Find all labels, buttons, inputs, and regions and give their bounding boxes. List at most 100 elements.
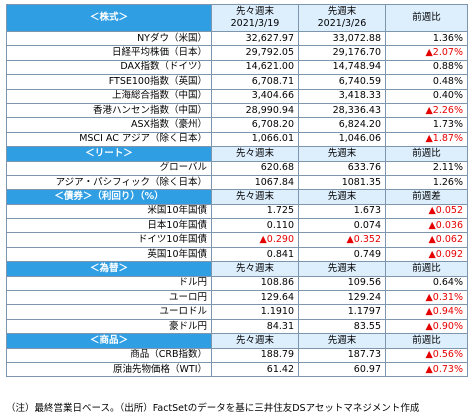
prior-week-value: 14,621.00 <box>211 59 299 76</box>
last-week-value: 109.56 <box>298 275 386 292</box>
row-label: ASX指数（豪州） <box>6 117 212 133</box>
last-week-value: 1081.35 <box>298 174 386 191</box>
section-title: ＜債券＞（利回り）（%） <box>6 189 212 205</box>
prior-week-value: 0.841 <box>211 246 299 263</box>
prior-week-value: 1.725 <box>211 203 299 220</box>
weekly-change: ▲0.092 <box>385 246 468 263</box>
table-row: 日本10年国債 0.110 0.074 ▲0.036 <box>6 218 468 234</box>
column-header: 先週末 <box>298 189 386 205</box>
row-label: DAX指数（ドイツ） <box>6 59 212 76</box>
column-header: 前週比 <box>385 333 468 349</box>
column-header: 前週比 <box>385 146 468 162</box>
section-title: ＜株式＞ <box>6 4 212 32</box>
section-header-row: ＜債券＞（利回り）（%） 先々週末 先週末 前週差 <box>6 189 468 205</box>
table-row: 日経平均株価（日本） 29,792.05 29,176.70 ▲2.07% <box>6 45 468 61</box>
prior-week-value: 6,708.71 <box>211 74 299 90</box>
weekly-change: ▲0.31% <box>385 290 468 306</box>
row-label: ユーロ円 <box>6 290 212 306</box>
prior-week-value: 1,066.01 <box>211 131 299 148</box>
table-row: ASX指数（豪州） 6,708.20 6,824.20 1.73% <box>6 117 468 133</box>
last-week-value: 6,740.59 <box>298 74 386 90</box>
prior-week-value: 129.64 <box>211 290 299 306</box>
section-header-row: ＜商品＞ 先々週末 先週末 前週比 <box>6 333 468 349</box>
last-week-value: 28,336.43 <box>298 102 386 119</box>
column-header: 先週末 2021/3/26 <box>298 4 386 32</box>
section-header-row: ＜為替＞ 先々週末 先週末 前週比 <box>6 261 468 277</box>
column-header: 先週末 <box>298 261 386 277</box>
table-row: 英国10年国債 0.841 0.749 ▲0.092 <box>6 246 468 263</box>
column-header: 先々週末 2021/3/19 <box>211 4 299 32</box>
weekly-change: ▲0.062 <box>385 232 468 248</box>
section-header-row: ＜株式＞ 先々週末 2021/3/19 先週末 2021/3/26 前週比 <box>6 4 468 32</box>
weekly-change: 0.88% <box>385 59 468 76</box>
column-header: 先週末 <box>298 146 386 162</box>
prior-week-value: 84.31 <box>211 318 299 335</box>
weekly-change: 1.26% <box>385 174 468 191</box>
table-row: 香港ハンセン指数（中国） 28,990.94 28,336.43 ▲2.26% <box>6 102 468 119</box>
last-week-value: 33,072.88 <box>298 30 386 47</box>
column-header: 前週差 <box>385 189 468 205</box>
table-row: ユーロ円 129.64 129.24 ▲0.31% <box>6 290 468 306</box>
last-week-value: 187.73 <box>298 347 386 363</box>
last-week-value: 0.074 <box>298 218 386 234</box>
table-row: DAX指数（ドイツ） 14,621.00 14,748.94 0.88% <box>6 59 468 76</box>
row-label: ユーロドル <box>6 304 212 320</box>
row-label: グローバル <box>6 160 212 176</box>
table-row: 米国10年国債 1.725 1.673 ▲0.052 <box>6 203 468 220</box>
table-row: ユーロドル 1.1910 1.1797 ▲0.94% <box>6 304 468 320</box>
column-header: 前週比 <box>385 261 468 277</box>
last-week-value: 1.673 <box>298 203 386 220</box>
last-week-value: 0.749 <box>298 246 386 263</box>
table-row: 原油先物価格（WTI） 61.42 60.97 ▲0.73% <box>6 361 468 378</box>
section-title: ＜商品＞ <box>6 333 212 349</box>
prior-week-value: 188.79 <box>211 347 299 363</box>
market-summary-body: ＜株式＞ 先々週末 2021/3/19 先週末 2021/3/26 前週比 NYダウ（米… <box>6 4 468 378</box>
table-row: MSCI AC アジア（除く日本） 1,066.01 1,046.06 ▲1.87% <box>6 131 468 148</box>
row-label: 米国10年国債 <box>6 203 212 220</box>
weekly-change: ▲1.87% <box>385 131 468 148</box>
weekly-change: ▲0.56% <box>385 347 468 363</box>
section-title: ＜為替＞ <box>6 261 212 277</box>
weekly-change: 0.64% <box>385 275 468 292</box>
weekly-change: ▲0.73% <box>385 361 468 378</box>
prior-week-value: 61.42 <box>211 361 299 378</box>
row-label: 上海総合指数（中国） <box>6 88 212 104</box>
weekly-change: 1.73% <box>385 117 468 133</box>
weekly-change: 2.11% <box>385 160 468 176</box>
table-row: NYダウ（米国） 32,627.97 33,072.88 1.36% <box>6 30 468 47</box>
weekly-change: ▲0.94% <box>385 304 468 320</box>
prior-week-value: 28,990.94 <box>211 102 299 119</box>
table-row: グローバル 620.68 633.76 2.11% <box>6 160 468 176</box>
weekly-change: ▲0.90% <box>385 318 468 335</box>
column-header: 先々週末 <box>211 189 299 205</box>
prior-week-value: 29,792.05 <box>211 45 299 61</box>
row-label: 英国10年国債 <box>6 246 212 263</box>
table-row: 商品（CRB指数） 188.79 187.73 ▲0.56% <box>6 347 468 363</box>
last-week-value: 3,418.33 <box>298 88 386 104</box>
row-label: 日本10年国債 <box>6 218 212 234</box>
weekly-change: ▲2.26% <box>385 102 468 119</box>
section-title: ＜リート＞ <box>6 146 212 162</box>
prior-week-value: 0.110 <box>211 218 299 234</box>
row-label: MSCI AC アジア（除く日本） <box>6 131 212 148</box>
prior-week-value: 1.1910 <box>211 304 299 320</box>
prior-week-value: 3,404.66 <box>211 88 299 104</box>
footnote: （注）最終営業日ベース。（出所）FactSetのデータを基に三井住友DSアセット… <box>6 403 420 414</box>
weekly-change: 0.40% <box>385 88 468 104</box>
column-header: 前週比 <box>385 4 468 32</box>
table-row: 豪ドル円 84.31 83.55 ▲0.90% <box>6 318 468 335</box>
row-label: FTSE100指数（英国） <box>6 74 212 90</box>
prior-week-value: 108.86 <box>211 275 299 292</box>
last-week-value: 1.1797 <box>298 304 386 320</box>
weekly-change: ▲0.052 <box>385 203 468 220</box>
last-week-value: 1,046.06 <box>298 131 386 148</box>
prior-week-value: 32,627.97 <box>211 30 299 47</box>
table-row: ドイツ10年国債 ▲0.290 ▲0.352 ▲0.062 <box>6 232 468 248</box>
row-label: アジア・パシフィック（除く日本） <box>6 174 212 191</box>
last-week-value: 6,824.20 <box>298 117 386 133</box>
row-label: 原油先物価格（WTI） <box>6 361 212 378</box>
prior-week-value: 620.68 <box>211 160 299 176</box>
last-week-value: ▲0.352 <box>298 232 386 248</box>
section-header-row: ＜リート＞ 先々週末 先週末 前週比 <box>6 146 468 162</box>
row-label: NYダウ（米国） <box>6 30 212 47</box>
